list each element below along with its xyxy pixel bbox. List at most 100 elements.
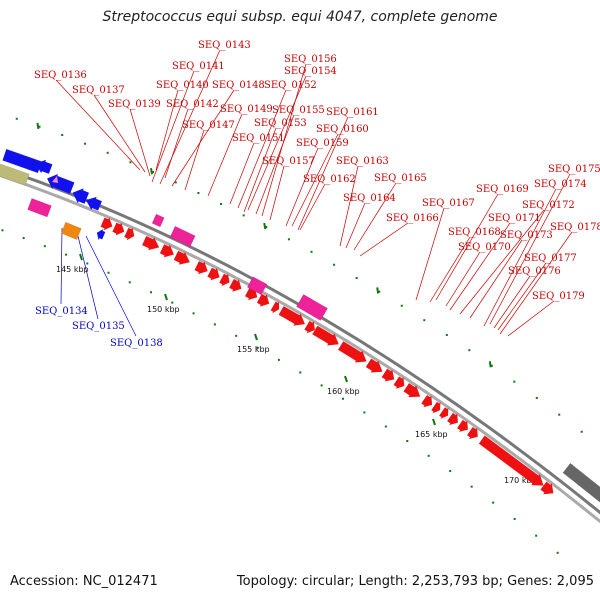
forward-cds-arrow — [256, 293, 270, 307]
inner-tick-dot — [192, 312, 195, 315]
major-tick — [79, 253, 83, 261]
leader-line — [55, 79, 141, 171]
leader-line — [469, 239, 523, 319]
forward-cds-arrow — [173, 250, 190, 265]
gene-label-seq-0139: SEQ_0139 — [108, 99, 161, 110]
outer-tick-dot — [152, 171, 155, 174]
gene-label-seq-0135: SEQ_0135 — [72, 321, 125, 332]
leader-line — [445, 251, 481, 307]
forward-cds-arrow — [540, 481, 554, 495]
scale-ticks: 145 kbp 150 kbp 155 kbp 160 kbp 165 kbp 170 k… — [1, 117, 583, 554]
gene-label-seq-0148: SEQ_0148 — [212, 80, 265, 91]
outer-tick-dot — [580, 430, 583, 433]
leader-line — [255, 114, 295, 215]
forward-cds-arrow — [304, 321, 315, 334]
reverse-cds-arrow — [35, 159, 53, 174]
rna-feature-block — [169, 225, 196, 248]
leader-line — [184, 129, 205, 191]
inner-tick-dot — [213, 323, 216, 326]
leader-line — [261, 63, 307, 217]
leader-line — [291, 133, 339, 227]
gene-label-seq-0147: SEQ_0147 — [182, 120, 235, 131]
gene-label-seq-0163: SEQ_0163 — [336, 156, 389, 167]
gene-label-seq-0160: SEQ_0160 — [316, 124, 369, 135]
gene-label-seq-0173: SEQ_0173 — [500, 230, 553, 241]
major-tick — [432, 418, 436, 426]
rna-feature-block — [151, 213, 165, 228]
label-leader-lines — [55, 49, 573, 337]
rna-feature-block — [246, 276, 268, 296]
gene-label-seq-0161: SEQ_0161 — [326, 107, 379, 118]
outer-tick-dot — [468, 349, 471, 352]
inner-tick-dot — [492, 501, 495, 504]
leader-line — [507, 300, 555, 337]
gene-label-seq-0179: SEQ_0179 — [532, 291, 585, 302]
forward-cds-arrow — [393, 376, 405, 389]
outer-tick-dot — [490, 364, 493, 367]
reverse-cds-arrow — [86, 196, 102, 211]
outer-tick-dot — [310, 250, 313, 253]
genome-summary-text: Topology: circular; Length: 2,253,793 bp… — [236, 574, 594, 589]
inner-tick-dot — [150, 291, 153, 294]
outer-tick-dot — [558, 413, 561, 416]
gene-label-seq-0168: SEQ_0168 — [448, 227, 501, 238]
inner-tick-dot — [107, 271, 110, 274]
outer-major-tick — [488, 361, 492, 368]
gene-label-seq-0170: SEQ_0170 — [458, 242, 511, 253]
inner-tick-dot — [427, 454, 430, 457]
outer-tick-dot — [355, 277, 358, 280]
leader-line — [299, 183, 326, 231]
outer-tick-dot — [378, 290, 381, 293]
gene-label-seq-0136: SEQ_0136 — [34, 70, 87, 81]
gene-label-seq-0177: SEQ_0177 — [524, 253, 577, 264]
leader-line — [459, 209, 545, 315]
leader-line — [435, 193, 499, 301]
leader-line — [93, 94, 146, 173]
scale-tick-label: 150 kbp — [147, 305, 180, 314]
olive-feature-block — [0, 163, 30, 186]
forward-cds-arrow — [100, 217, 113, 231]
outer-tick-dot — [265, 226, 268, 229]
outer-tick-dot — [83, 142, 86, 145]
gene-label-seq-0137: SEQ_0137 — [72, 85, 125, 96]
inner-tick-dot — [22, 237, 25, 240]
inner-tick-dot — [449, 470, 452, 473]
leader-line — [77, 235, 99, 320]
outer-tick-dot — [400, 304, 403, 307]
forward-cds-arrow — [219, 273, 230, 287]
inner-tick-dot — [128, 281, 131, 284]
scale-tick-label: 145 kbp — [56, 265, 89, 274]
outer-tick-dot — [242, 214, 245, 217]
leader-line — [415, 207, 445, 301]
inner-tick-dot — [65, 253, 68, 256]
leader-line — [229, 142, 255, 205]
leader-line — [339, 165, 359, 247]
forward-cds-arrow — [124, 227, 135, 241]
forward-cds-arrow — [467, 427, 478, 439]
forward-cds-arrow — [142, 236, 160, 251]
accession-text: Accession: NC_012471 — [10, 574, 158, 589]
inner-tick-dot — [556, 551, 559, 554]
gene-label-seq-0171: SEQ_0171 — [488, 213, 541, 224]
outer-major-tick — [36, 122, 40, 130]
gene-labels: SEQ_0136 SEQ_0137 SEQ_0139 SEQ_0140 SEQ_0141… — [34, 40, 600, 349]
inner-tick-dot — [320, 384, 323, 387]
outer-tick-dot — [129, 161, 132, 164]
outer-tick-dot — [220, 202, 223, 205]
inner-tick-dot — [406, 439, 409, 442]
outer-tick-dot — [174, 181, 177, 184]
feature-track[interactable] — [0, 148, 600, 506]
forward-cds-arrow — [312, 325, 339, 346]
inner-tick-dot — [535, 534, 538, 537]
outer-tick-dot — [106, 151, 109, 154]
map-title: Streptococcus equi subsp. equi 4047, com… — [102, 9, 498, 25]
scale-tick-label: 165 kbp — [415, 430, 448, 439]
gene-label-seq-0140: SEQ_0140 — [156, 80, 209, 91]
leader-line — [493, 275, 531, 329]
leader-line — [207, 113, 243, 197]
gene-label-seq-0169: SEQ_0169 — [476, 184, 529, 195]
forward-cds-arrow — [338, 341, 367, 363]
gene-label-seq-0149: SEQ_0149 — [220, 104, 273, 115]
outer-tick-dot — [287, 238, 290, 241]
